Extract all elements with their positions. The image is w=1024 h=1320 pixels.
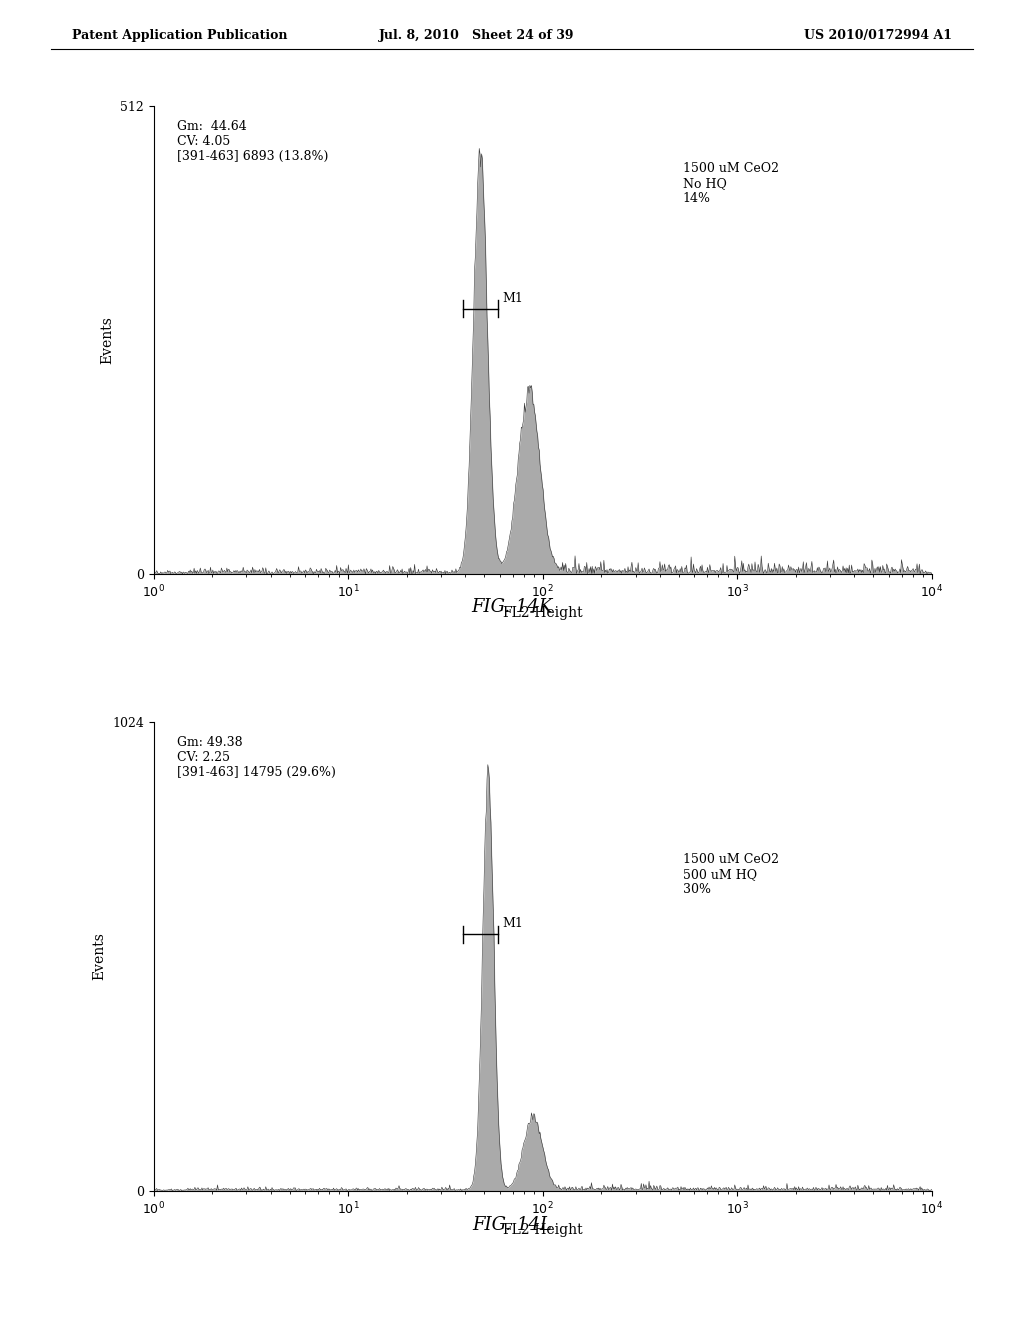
Text: 1500 uM CeO2
500 uM HQ
30%: 1500 uM CeO2 500 uM HQ 30% [683,853,779,896]
Text: M1: M1 [502,292,523,305]
X-axis label: FL2-Height: FL2-Height [503,606,583,620]
Text: Gm: 49.38
CV: 2.25
[391-463] 14795 (29.6%): Gm: 49.38 CV: 2.25 [391-463] 14795 (29.6… [177,737,336,779]
Y-axis label: Events: Events [92,932,106,981]
X-axis label: FL2-Height: FL2-Height [503,1222,583,1237]
Text: 1500 uM CeO2
No HQ
14%: 1500 uM CeO2 No HQ 14% [683,162,779,205]
Y-axis label: Events: Events [100,315,115,364]
Text: M1: M1 [502,917,523,931]
Text: Jul. 8, 2010   Sheet 24 of 39: Jul. 8, 2010 Sheet 24 of 39 [379,29,574,42]
Text: Patent Application Publication: Patent Application Publication [72,29,287,42]
Text: FIG. 14L: FIG. 14L [472,1216,552,1234]
Text: US 2010/0172994 A1: US 2010/0172994 A1 [804,29,952,42]
Text: FIG. 14K: FIG. 14K [471,598,553,616]
Text: Gm:  44.64
CV: 4.05
[391-463] 6893 (13.8%): Gm: 44.64 CV: 4.05 [391-463] 6893 (13.8%… [177,120,329,162]
